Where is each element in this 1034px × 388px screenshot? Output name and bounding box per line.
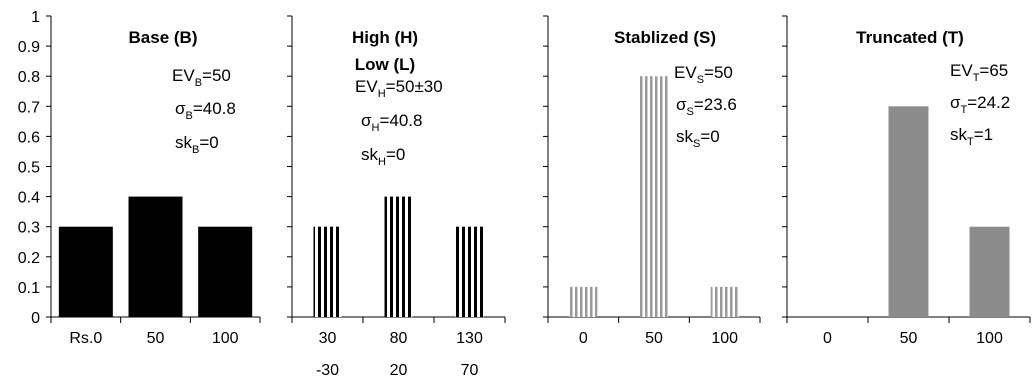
y-tick-label: 0.7 <box>18 99 40 116</box>
stat-annotation: EVS=50 <box>674 63 733 86</box>
bar <box>455 226 484 317</box>
x-tick-label: 130 <box>456 330 483 347</box>
x-tick-label: 100 <box>212 330 239 347</box>
y-tick-label: 1 <box>31 9 40 26</box>
bar <box>640 76 668 317</box>
chart-subtitle: Low (L) <box>355 55 415 74</box>
stat-annotation: EVH=50±30 <box>355 77 443 100</box>
bar <box>313 226 342 317</box>
chart-title: High (H) <box>352 28 418 47</box>
x-tick-label-line2: -30 <box>316 362 339 379</box>
panel-2: 30 80 130 -30 20 70 High (H) Low (L) EVH=50±30 σH… <box>287 15 506 379</box>
y-tick-label: 0.4 <box>18 190 40 207</box>
bar <box>569 286 598 317</box>
y-tick-label: 0.6 <box>18 129 40 146</box>
stat-annotation: σH=40.8 <box>361 111 422 134</box>
y-tick-label: 0.1 <box>18 280 40 297</box>
stat-annotation: skS=0 <box>676 127 720 150</box>
bar <box>969 226 1010 317</box>
chart-title: Stablized (S) <box>614 28 716 47</box>
bar <box>128 196 183 317</box>
panel-4: 0 50 100 Truncated (T) EVT=65 σT=24.2 skT=1 <box>782 15 1031 347</box>
y-tick-label: 0.8 <box>18 69 40 86</box>
bar <box>710 286 739 317</box>
stat-annotation: σB=40.8 <box>175 99 236 122</box>
x-tick-label: 50 <box>645 330 663 347</box>
x-tick-label-line2: 20 <box>390 362 408 379</box>
stat-annotation: EVT=65 <box>950 61 1008 84</box>
bar <box>384 196 413 317</box>
x-tick-label: 80 <box>390 330 408 347</box>
chart-title: Base (B) <box>129 28 198 47</box>
stat-annotation: σS=23.6 <box>676 95 737 118</box>
y-tick-label: 0.2 <box>18 250 40 267</box>
x-tick-label: Rs.0 <box>69 330 102 347</box>
bar <box>888 106 929 317</box>
x-tick-label: 0 <box>579 330 588 347</box>
x-tick-label: 100 <box>711 330 738 347</box>
x-tick-label: 50 <box>900 330 918 347</box>
x-tick-label: 50 <box>147 330 165 347</box>
y-tick-label: 0.9 <box>18 39 40 56</box>
stat-annotation: σT=24.2 <box>950 93 1010 116</box>
y-tick-label: 0.5 <box>18 160 40 177</box>
y-tick-label: 0 <box>31 310 40 327</box>
stat-annotation: skB=0 <box>175 133 219 156</box>
x-tick-label: 30 <box>319 330 337 347</box>
x-tick-label-line2: 70 <box>461 362 479 379</box>
panel-3: 0 50 100 Stablized (S) EVS=50 σS=23.6 skS=0 <box>543 15 761 347</box>
stat-annotation: skH=0 <box>361 145 405 168</box>
stat-annotation: EVB=50 <box>172 66 231 89</box>
y-tick-label: 0.3 <box>18 220 40 237</box>
x-tick-label: 100 <box>976 330 1003 347</box>
bar <box>198 226 253 317</box>
chart-title: Truncated (T) <box>856 28 964 47</box>
stat-annotation: skT=1 <box>950 125 993 148</box>
panel-1: 0 0.1 0.2 0.3 0.4 0.5 0.6 0.7 0.8 0.9 1 Rs.0 50 100 Ba… <box>18 9 261 347</box>
x-tick-label: 0 <box>823 330 832 347</box>
bar <box>58 226 113 317</box>
